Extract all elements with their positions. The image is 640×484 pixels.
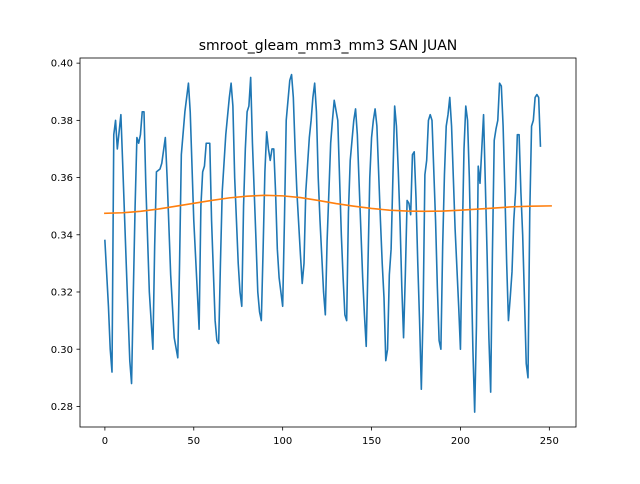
x-tick-label: 100: [273, 436, 292, 447]
y-tick-label: 0.40: [51, 59, 73, 70]
y-tick-label: 0.34: [51, 230, 73, 241]
y-tick-label: 0.38: [51, 116, 73, 127]
x-tick-label: 50: [187, 436, 200, 447]
chart-title: smroot_gleam_mm3_mm3 SAN JUAN: [199, 38, 458, 54]
y-tick-label: 0.30: [51, 345, 73, 356]
y-tick-label: 0.36: [51, 173, 73, 184]
series-line-2: [104, 194, 552, 215]
x-tick-label: 250: [540, 436, 559, 447]
x-tick-label: 150: [362, 436, 381, 447]
x-tick-label: 200: [451, 436, 470, 447]
plot-lines: [104, 73, 552, 413]
axes: 0 50 100 150 200 250 0.28 0.30 0.32 0.34 0.36 0.38 0…: [51, 57, 577, 447]
series-line-1: [104, 73, 542, 413]
y-tick-label: 0.28: [51, 402, 73, 413]
plot-frame: [79, 57, 577, 428]
x-tick-label: 0: [102, 436, 108, 447]
y-tick-label: 0.32: [51, 288, 73, 299]
